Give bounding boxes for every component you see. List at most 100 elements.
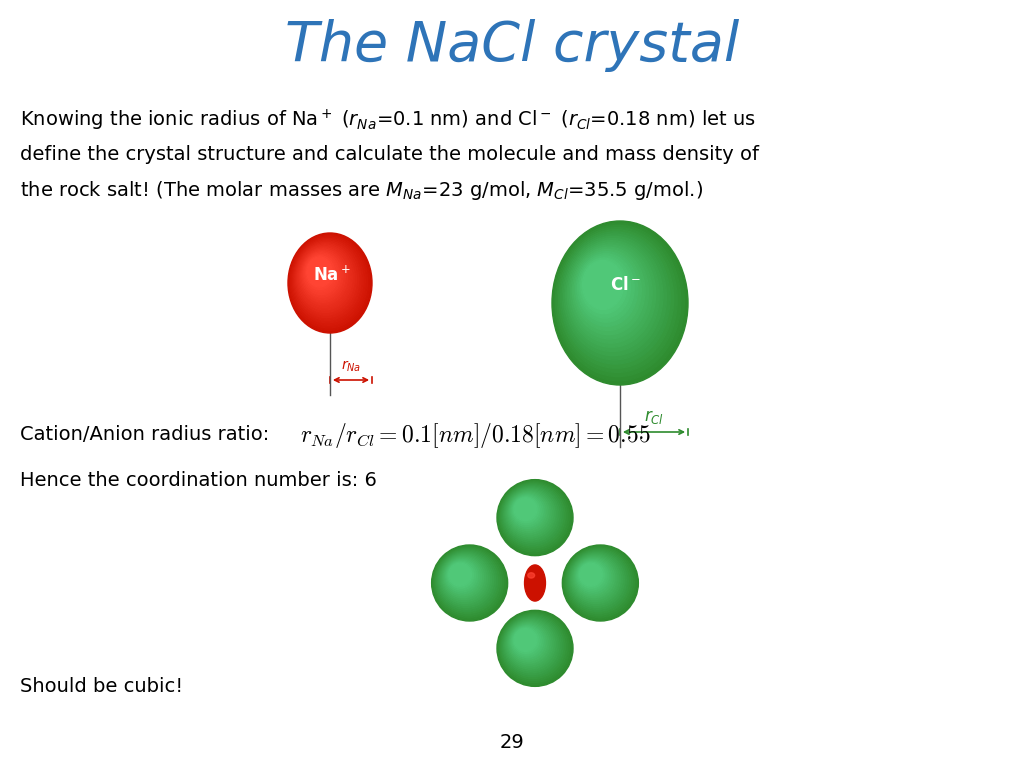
Text: Cl$^-$: Cl$^-$ (609, 276, 640, 294)
Ellipse shape (562, 545, 638, 621)
Ellipse shape (503, 617, 561, 675)
Ellipse shape (503, 485, 561, 544)
Ellipse shape (447, 562, 473, 588)
Ellipse shape (575, 559, 610, 594)
Ellipse shape (513, 627, 539, 654)
Ellipse shape (565, 548, 633, 615)
Ellipse shape (497, 611, 573, 687)
Text: $r_{Na}/r_{Cl} = 0.1[nm]/0.18[nm] = 0.55$: $r_{Na}/r_{Cl} = 0.1[nm]/0.18[nm] = 0.55… (300, 421, 650, 449)
Ellipse shape (302, 250, 343, 300)
Ellipse shape (557, 227, 677, 372)
Ellipse shape (435, 549, 500, 613)
Ellipse shape (501, 484, 565, 548)
Ellipse shape (497, 480, 573, 555)
Ellipse shape (508, 491, 551, 535)
Ellipse shape (436, 550, 498, 611)
Ellipse shape (580, 563, 602, 586)
Ellipse shape (498, 481, 571, 554)
Ellipse shape (290, 236, 368, 328)
Ellipse shape (560, 232, 670, 364)
Ellipse shape (505, 618, 557, 670)
Ellipse shape (433, 547, 504, 617)
Ellipse shape (508, 623, 549, 663)
Ellipse shape (445, 559, 479, 594)
Ellipse shape (514, 628, 537, 651)
Ellipse shape (293, 240, 360, 320)
Ellipse shape (291, 237, 366, 326)
Ellipse shape (439, 553, 492, 605)
Ellipse shape (305, 254, 337, 292)
Ellipse shape (571, 555, 618, 601)
Ellipse shape (432, 546, 506, 619)
Ellipse shape (564, 237, 663, 356)
Ellipse shape (509, 624, 547, 661)
Ellipse shape (502, 485, 563, 546)
Text: Knowing the ionic radius of Na$^+$ ($r_{Na}$=0.1 nm) and Cl$^-$ ($r_{Cl}$=0.18 n: Knowing the ionic radius of Na$^+$ ($r_{… (20, 108, 756, 133)
Ellipse shape (440, 554, 489, 604)
Ellipse shape (575, 252, 638, 326)
Ellipse shape (306, 256, 334, 290)
Ellipse shape (512, 496, 541, 525)
Ellipse shape (507, 621, 553, 667)
Ellipse shape (506, 620, 555, 669)
Ellipse shape (569, 243, 652, 343)
Ellipse shape (445, 560, 477, 592)
Ellipse shape (573, 557, 614, 598)
Ellipse shape (509, 493, 547, 531)
Text: the rock salt! (The molar masses are $M_{Na}$=23 g/mol, $M_{Cl}$=35.5 g/mol.): the rock salt! (The molar masses are $M_… (20, 178, 703, 201)
Ellipse shape (578, 253, 634, 322)
Ellipse shape (579, 562, 604, 588)
Ellipse shape (449, 563, 471, 586)
Ellipse shape (289, 234, 370, 330)
Ellipse shape (442, 556, 485, 600)
Ellipse shape (567, 240, 655, 347)
Text: $r_{Cl}$: $r_{Cl}$ (644, 408, 665, 426)
Text: The NaCl crystal: The NaCl crystal (285, 19, 739, 72)
Ellipse shape (555, 225, 681, 376)
Ellipse shape (297, 245, 352, 310)
Ellipse shape (583, 260, 624, 310)
Text: Na$^+$: Na$^+$ (313, 266, 351, 285)
Ellipse shape (505, 488, 557, 540)
Ellipse shape (510, 624, 545, 659)
Ellipse shape (569, 552, 625, 607)
Ellipse shape (511, 495, 543, 527)
Ellipse shape (578, 561, 606, 590)
Ellipse shape (506, 488, 555, 538)
Ellipse shape (294, 241, 358, 318)
Text: 29: 29 (500, 733, 524, 753)
Ellipse shape (292, 238, 364, 323)
Ellipse shape (502, 615, 563, 677)
Ellipse shape (504, 617, 559, 673)
Ellipse shape (432, 545, 508, 621)
Text: define the crystal structure and calculate the molecule and mass density of: define the crystal structure and calcula… (20, 145, 759, 164)
Ellipse shape (566, 549, 631, 613)
Ellipse shape (443, 557, 483, 598)
Ellipse shape (572, 247, 645, 335)
Text: Cation/Anion radius ratio:: Cation/Anion radius ratio: (20, 425, 269, 445)
Ellipse shape (577, 560, 608, 592)
Ellipse shape (565, 239, 659, 352)
Ellipse shape (446, 561, 475, 590)
Ellipse shape (500, 614, 567, 680)
Ellipse shape (498, 611, 571, 684)
Ellipse shape (562, 234, 667, 360)
Ellipse shape (511, 626, 543, 657)
Ellipse shape (570, 245, 648, 339)
Ellipse shape (514, 498, 537, 521)
Ellipse shape (295, 243, 356, 315)
Ellipse shape (300, 247, 347, 305)
Ellipse shape (437, 551, 496, 609)
Ellipse shape (570, 553, 623, 605)
Ellipse shape (299, 247, 350, 307)
Ellipse shape (304, 253, 339, 295)
Ellipse shape (296, 243, 354, 313)
Ellipse shape (434, 548, 502, 615)
Ellipse shape (501, 614, 565, 679)
Ellipse shape (301, 249, 345, 303)
Ellipse shape (500, 482, 567, 550)
Ellipse shape (564, 547, 634, 617)
Ellipse shape (512, 627, 541, 655)
Ellipse shape (288, 233, 372, 333)
Ellipse shape (510, 494, 545, 528)
